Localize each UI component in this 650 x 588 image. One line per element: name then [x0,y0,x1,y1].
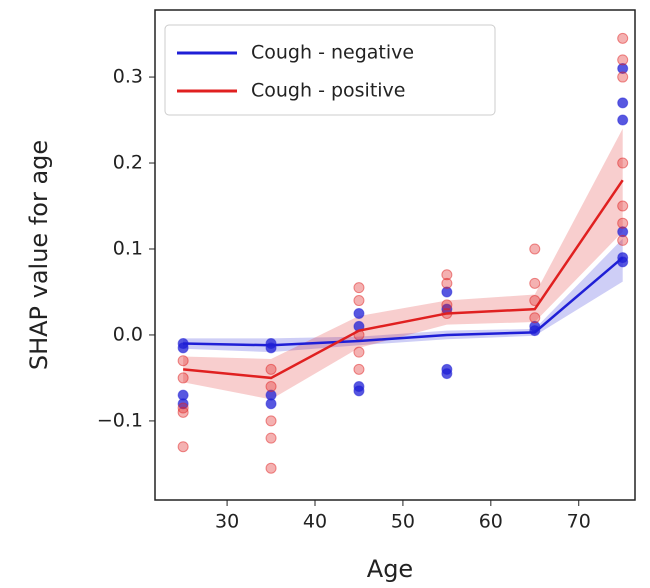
scatter-point [265,432,277,444]
y-tick-label: 0.0 [113,323,143,345]
scatter-point [441,299,453,311]
scatter-point [353,363,365,375]
y-tick-label: 0.1 [113,237,143,259]
scatter-point [441,269,453,281]
scatter-point [265,462,277,474]
scatter-point [265,381,277,393]
scatter-point [177,342,189,354]
legend-box [164,24,496,116]
scatter-point [177,402,189,414]
scatter-point [265,363,277,375]
x-tick-label: 60 [479,511,503,533]
confidence-band [183,238,623,353]
scatter-point [617,226,629,238]
scatter-point [529,277,541,289]
scatter-point [177,406,189,418]
scatter-point [353,295,365,307]
x-tick-label: 40 [303,511,327,533]
scatter-point [617,32,629,44]
scatter-point [353,282,365,294]
y-tick-label: −0.1 [97,409,143,431]
scatter-point [177,355,189,367]
scatter-point [353,385,365,397]
scatter-point [617,97,629,109]
confidence-band [183,128,623,400]
x-axis-label: Age [367,555,413,583]
scatter-point [529,312,541,324]
y-tick-label: 0.3 [113,66,143,88]
scatter-point [617,114,629,126]
scatter-point [617,234,629,246]
scatter-point [353,307,365,319]
x-tick-label: 50 [391,511,415,533]
scatter-point [265,415,277,427]
scatter-point [265,398,277,410]
scatter-point [617,62,629,74]
y-tick-label: 0.2 [113,152,143,174]
y-axis-label: SHAP value for age [25,140,53,370]
scatter-point [177,441,189,453]
legend-label: Cough - positive [251,80,406,102]
legend-label: Cough - negative [251,42,414,64]
scatter-point [441,277,453,289]
scatter-point [529,243,541,255]
series-line [183,179,624,380]
scatter-point [617,157,629,169]
scatter-point [177,398,189,410]
series-line [183,256,624,347]
scatter-point [353,346,365,358]
plot-frame [154,9,636,501]
scatter-point [617,54,629,66]
scatter-point [617,71,629,83]
scatter-point [177,372,189,384]
scatter-point [441,368,453,380]
x-tick-label: 30 [215,511,239,533]
scatter-point [617,200,629,212]
scatter-point [441,286,453,298]
scatter-point [617,217,629,229]
x-tick-label: 70 [567,511,591,533]
